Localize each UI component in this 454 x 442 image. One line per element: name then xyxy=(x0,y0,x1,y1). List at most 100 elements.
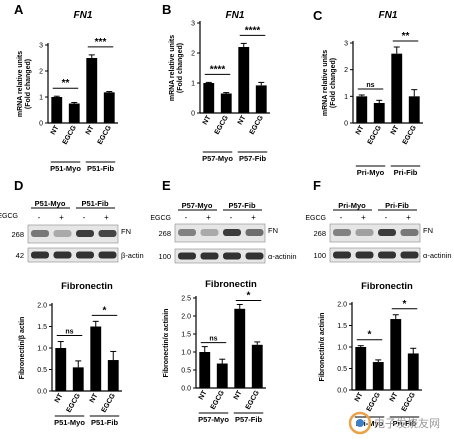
plus-sign: + xyxy=(361,213,366,222)
category-label: EGCG xyxy=(101,392,118,414)
blot-band xyxy=(200,229,219,236)
category-label: NT xyxy=(54,392,65,404)
bar xyxy=(220,93,232,113)
group-label: P51-Myo xyxy=(50,164,81,173)
panel-letter-c: C xyxy=(313,8,323,23)
category-label: NT xyxy=(237,114,248,126)
category-label: EGCG xyxy=(366,391,383,413)
blot-group-label: P51-Myo xyxy=(35,199,66,208)
blot-fn-membrane xyxy=(27,224,119,244)
bar xyxy=(407,353,419,390)
bar xyxy=(216,363,228,388)
category-label: EGCG xyxy=(402,124,419,146)
y-axis-label: Fibronectin/α actinin xyxy=(319,313,326,382)
panel-letter-a: A xyxy=(14,2,24,17)
bar xyxy=(251,344,263,388)
minus-sign: - xyxy=(230,213,233,222)
y-tick-label: 3 xyxy=(39,43,43,50)
panel-letter-d: D xyxy=(14,178,23,193)
blot-control-membrane xyxy=(27,247,119,263)
mw-marker: 100 xyxy=(158,252,171,261)
chart-title: FN1 xyxy=(226,10,245,21)
y-tick-label: 2 xyxy=(39,69,43,76)
blot-band xyxy=(53,230,72,237)
significance-label: ** xyxy=(62,78,70,89)
category-label: EGCG xyxy=(245,389,262,411)
category-label: NT xyxy=(354,391,365,403)
blot-band xyxy=(400,251,419,259)
chart-title: FN1 xyxy=(379,10,398,21)
watermark-logo-icon xyxy=(356,419,364,427)
bar xyxy=(356,96,368,123)
blot-protein-label: FN xyxy=(268,226,278,235)
blot-band xyxy=(400,229,419,236)
category-label: EGCG xyxy=(401,391,418,413)
y-tick-label: 0.5 xyxy=(181,368,191,375)
blot-band xyxy=(245,252,264,260)
watermark-text: 电子发烧友网 xyxy=(374,416,440,430)
blot-band xyxy=(245,229,264,236)
group-label: Pri-Fib xyxy=(394,168,418,177)
blot-band xyxy=(223,252,241,260)
bar xyxy=(107,360,119,391)
blot-band xyxy=(31,251,49,259)
category-label: EGCG xyxy=(62,124,79,146)
y-axis-label: mRNA relative units xyxy=(322,50,329,116)
chart-e: Fibronectin Fibronectin/α actinin 0.0 0.5 1.… xyxy=(163,279,266,424)
blot-control-membrane xyxy=(329,247,421,263)
bar xyxy=(72,367,84,391)
group-label: P57-Fib xyxy=(239,154,267,163)
significance-label: *** xyxy=(95,37,107,48)
y-tick-label: 1.5 xyxy=(337,323,347,330)
panel-letter-b: B xyxy=(162,2,171,17)
blot-group-label: Pri-Myo xyxy=(338,201,366,210)
chart-c: FN1 mRNA relative units (Fold changed) 0 1 2 3… xyxy=(322,10,423,177)
bar xyxy=(238,47,250,113)
blot-fn-membrane xyxy=(329,223,421,243)
blot-band xyxy=(333,229,351,236)
egcg-row-label: EGCG xyxy=(0,213,18,220)
category-label: EGCG xyxy=(210,389,227,411)
y-tick-label: 0 xyxy=(191,111,195,118)
blot-band xyxy=(53,251,72,259)
significance-label: * xyxy=(403,299,407,310)
category-label: EGCG xyxy=(367,124,384,146)
significance-label: ** xyxy=(402,31,410,42)
y-tick-label: 2.0 xyxy=(37,303,47,310)
blot-group-label: Pri-Fib xyxy=(385,201,409,210)
significance-label: * xyxy=(368,330,372,341)
watermark-logo-icon xyxy=(348,411,372,435)
y-tick-label: 3 xyxy=(344,41,348,48)
bar xyxy=(55,348,67,391)
significance-label: * xyxy=(247,290,251,301)
bar xyxy=(255,85,267,113)
chart-f: Fibronectin Fibronectin/α actinin 0.0 0.5 1.… xyxy=(319,281,422,428)
y-axis-label: mRNA relative units xyxy=(169,35,176,101)
y-tick-label: 1.0 xyxy=(181,350,191,357)
y-tick-label: 0.5 xyxy=(337,366,347,373)
blot-band xyxy=(76,251,94,259)
blot-band xyxy=(333,251,351,259)
chart-title: FN1 xyxy=(74,10,93,21)
y-tick-label: 0.0 xyxy=(181,386,191,393)
category-label: NT xyxy=(389,391,400,403)
significance-label: ns xyxy=(209,336,217,343)
blot-fn-membrane xyxy=(174,223,266,243)
minus-sign: - xyxy=(340,213,343,222)
category-label: NT xyxy=(198,389,209,401)
blot-band xyxy=(31,230,49,237)
panel-letter-e: E xyxy=(162,178,171,193)
bar xyxy=(90,326,102,391)
egcg-row-label: EGCG xyxy=(305,215,326,222)
y-tick-label: 0 xyxy=(344,121,348,128)
y-axis-label: (Fold changed) xyxy=(330,58,337,108)
minus-sign: - xyxy=(185,213,188,222)
category-label: EGCG xyxy=(249,114,266,136)
y-tick-label: 1.0 xyxy=(337,345,347,352)
category-label: EGCG xyxy=(97,124,114,146)
blot-group-label: P57-Myo xyxy=(182,201,213,210)
blot-d: P51-Myo P51-Fib EGCG - + - +268 42 FN β-actin xyxy=(0,199,144,263)
blot-protein-label: FN xyxy=(121,227,131,236)
mw-marker: 268 xyxy=(313,229,326,238)
bar xyxy=(51,97,63,123)
